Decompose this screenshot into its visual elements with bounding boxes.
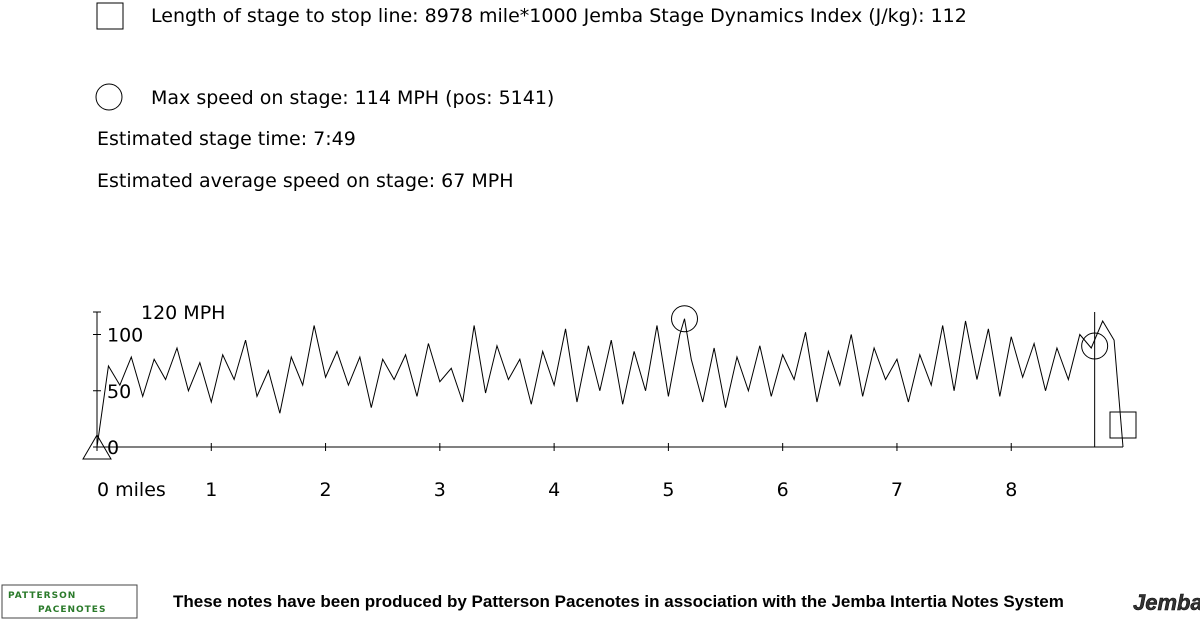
max-marker — [671, 305, 699, 333]
legend-square — [96, 2, 124, 30]
x-tick-label: 5 — [662, 479, 674, 501]
legend-circle — [95, 83, 123, 111]
y-tick-label: 0 — [107, 437, 119, 459]
x-tick-label: 6 — [777, 479, 789, 501]
logo-bottom: PACENOTES — [38, 605, 106, 615]
brand: Jemba — [1133, 590, 1200, 615]
x-tick-label: 3 — [434, 479, 446, 501]
y-tick-label: 50 — [107, 381, 131, 403]
speed-trace — [96, 318, 1124, 448]
stage-time: Estimated stage time: 7:49 — [97, 128, 356, 150]
logo-top: PATTERSON — [8, 591, 76, 601]
x-tick-label: 4 — [548, 479, 560, 501]
x-tick-label: 7 — [891, 479, 903, 501]
footer-text: These notes have been produced by Patter… — [173, 592, 1064, 611]
stop-marker — [1081, 332, 1109, 360]
y-tick-label: 100 — [107, 325, 143, 347]
x-tick-label: 0 miles — [97, 479, 166, 501]
start-marker — [82, 434, 112, 460]
max-speed: Max speed on stage: 114 MPH (pos: 5141) — [151, 87, 554, 109]
stage-length: Length of stage to stop line: 8978 mile*… — [151, 5, 967, 27]
x-tick-label: 1 — [205, 479, 217, 501]
x-tick-label: 8 — [1005, 479, 1017, 501]
average-speed: Estimated average speed on stage: 67 MPH — [97, 170, 514, 192]
finish-marker — [1109, 411, 1137, 439]
y-tick-label: 120 MPH — [141, 302, 225, 324]
x-tick-label: 2 — [320, 479, 332, 501]
logo — [1, 584, 138, 619]
